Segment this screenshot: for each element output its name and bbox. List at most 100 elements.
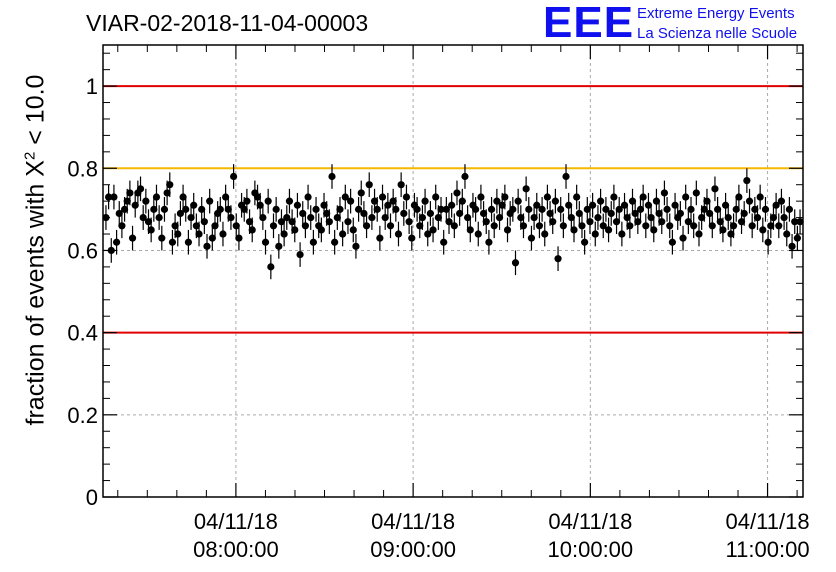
data-point [721, 201, 730, 209]
data-point [474, 230, 482, 238]
data-point [788, 242, 796, 250]
axis-ticks [103, 45, 803, 498]
data-point [501, 193, 509, 201]
data-point [272, 205, 280, 213]
data-point [339, 230, 347, 238]
data-point [700, 205, 708, 213]
eee-logo: EEE Extreme Energy Events La Scienza nel… [543, 0, 833, 47]
data-point [381, 213, 389, 222]
logo-line-2: La Scienza nelle Scuole [637, 25, 798, 42]
data-point [551, 197, 559, 205]
data-point [200, 218, 208, 226]
data-point [389, 197, 397, 205]
data-point [748, 222, 756, 230]
data-point [126, 189, 134, 197]
data-point [224, 205, 232, 213]
data-point [482, 218, 490, 226]
data-point [769, 213, 778, 222]
data-point [192, 222, 200, 230]
data-point [131, 201, 139, 209]
data-point [147, 226, 155, 234]
data-point [331, 238, 339, 246]
data-point [230, 172, 238, 181]
data-point [386, 222, 395, 230]
data-point [780, 213, 788, 222]
data-point [232, 222, 240, 230]
y-tick-label: 1 [86, 74, 98, 99]
data-point [152, 193, 161, 201]
data-point [775, 222, 783, 230]
data-point [466, 226, 474, 234]
data-point [695, 230, 703, 238]
x-tick-date-label: 04/11/18 [726, 509, 810, 534]
data-point [442, 205, 450, 213]
data-points [102, 164, 804, 280]
data-point [222, 193, 230, 201]
data-point [362, 222, 371, 230]
data-point [610, 193, 618, 201]
data-point [530, 213, 538, 222]
data-point [538, 205, 546, 213]
data-point [745, 197, 754, 205]
data-point [596, 197, 605, 205]
data-point [453, 189, 461, 197]
data-point [445, 218, 453, 226]
data-point [740, 209, 748, 218]
data-point [756, 193, 764, 201]
data-point [413, 205, 421, 213]
data-point [599, 222, 607, 230]
y-axis-label-exponent: 2 [21, 151, 39, 161]
data-point [434, 213, 442, 222]
data-point [554, 255, 562, 263]
data-point [418, 213, 427, 222]
data-point [706, 209, 714, 218]
data-point [663, 205, 671, 213]
data-point [450, 222, 458, 230]
data-point [703, 197, 711, 205]
data-point [711, 185, 719, 193]
data-point [288, 218, 296, 226]
data-point [764, 238, 772, 246]
data-point [142, 197, 150, 205]
data-point [620, 201, 629, 209]
data-point [259, 213, 267, 222]
data-point [256, 201, 264, 209]
data-point [759, 226, 767, 234]
data-point [567, 213, 575, 222]
data-point [732, 205, 740, 213]
data-point [216, 205, 224, 213]
logo-line-1: Extreme Energy Events [637, 5, 795, 22]
data-point [136, 185, 145, 193]
data-point [166, 181, 174, 189]
data-point [490, 222, 498, 230]
data-point [365, 181, 373, 189]
data-point [195, 230, 203, 238]
data-point [155, 213, 163, 222]
y-axis-label: fraction of events with X2 < 10.0 [21, 75, 50, 426]
data-point [299, 209, 307, 218]
data-point [253, 193, 262, 201]
data-point [158, 234, 166, 242]
data-point [400, 209, 408, 218]
data-point [650, 226, 658, 234]
data-point [269, 222, 278, 230]
data-point [796, 218, 804, 226]
data-point [575, 209, 583, 218]
data-point [671, 201, 679, 209]
data-point [464, 213, 472, 222]
data-point [368, 213, 376, 222]
data-point [370, 197, 379, 205]
data-point [325, 218, 333, 226]
data-point [583, 205, 591, 213]
data-point [767, 222, 775, 230]
data-point [110, 193, 118, 201]
data-point [376, 234, 384, 242]
data-point [543, 193, 552, 201]
data-point [219, 230, 227, 238]
y-tick-label: 0.6 [67, 238, 98, 263]
data-point [724, 213, 732, 222]
data-point [426, 209, 434, 218]
data-point [150, 205, 158, 213]
data-point [245, 218, 254, 226]
